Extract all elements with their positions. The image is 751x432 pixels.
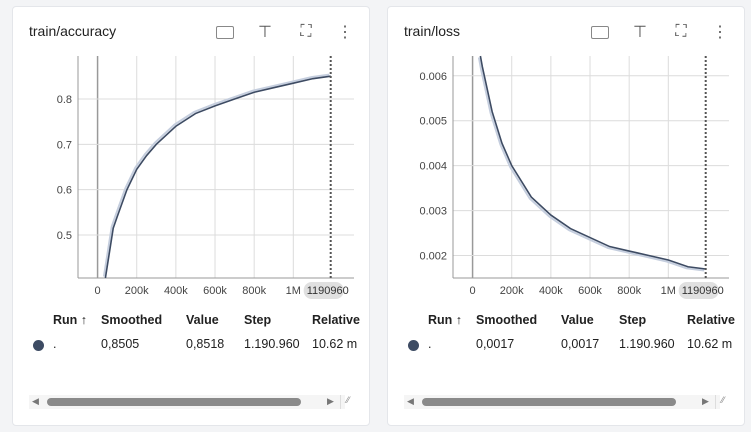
col-value[interactable]: Value — [186, 313, 219, 327]
col-smoothed[interactable]: Smoothed — [476, 313, 538, 327]
cell-relative: 10.62 m — [312, 337, 358, 351]
x-tick-label: 400k — [164, 285, 188, 297]
col-smoothed[interactable]: Smoothed — [101, 313, 163, 327]
x-tick-label: 1M — [661, 285, 676, 297]
x-tick-label: 1M — [286, 285, 301, 297]
col-run[interactable]: Run ↑ — [428, 313, 463, 327]
x-tick-label: 600k — [203, 285, 227, 297]
cell-run: . — [428, 337, 432, 351]
col-relative[interactable]: Relative — [687, 313, 735, 327]
scrollbar-thumb[interactable] — [422, 398, 676, 406]
horizontal-scrollbar[interactable]: ◀ ▶ — [404, 395, 720, 409]
run-color-dot — [33, 340, 44, 351]
more-vert-icon[interactable]: ⋮ — [337, 24, 353, 41]
y-tick-label: 0.005 — [419, 116, 447, 128]
pin-icon[interactable]: ⊤ — [258, 24, 272, 41]
scrollbar-thumb[interactable] — [47, 398, 301, 406]
col-value[interactable]: Value — [561, 313, 594, 327]
y-tick-label: 0.002 — [419, 251, 447, 263]
cell-step: 1.190.960 — [619, 337, 675, 351]
x-tick-label: 200k — [500, 285, 524, 297]
raw-series-line — [477, 57, 705, 272]
cell-value: 0,0017 — [561, 337, 600, 351]
step-cursor-label: 1190960 — [307, 285, 349, 297]
fit-domain-icon[interactable] — [214, 21, 236, 43]
cell-smoothed: 0,8505 — [101, 337, 140, 351]
horizontal-scrollbar[interactable]: ◀ ▶ — [29, 395, 345, 409]
resize-handle-icon[interactable]: ⁄⁄ — [715, 395, 730, 409]
fullscreen-icon[interactable]: ⛶ — [675, 23, 687, 40]
smoothed-series-line — [104, 75, 331, 279]
x-tick-label: 0 — [470, 285, 476, 297]
cell-run: . — [53, 337, 57, 351]
x-tick-label: 800k — [617, 285, 641, 297]
y-tick-label: 0.004 — [419, 161, 447, 173]
x-tick-label: 600k — [578, 285, 602, 297]
cell-value: 0,8518 — [186, 337, 225, 351]
y-tick-label: 0.006 — [419, 71, 447, 83]
col-relative[interactable]: Relative — [312, 313, 360, 327]
cell-relative: 10.62 m — [687, 337, 733, 351]
y-tick-label: 0.003 — [419, 206, 447, 218]
x-tick-label: 200k — [125, 285, 149, 297]
col-run[interactable]: Run ↑ — [53, 313, 88, 327]
y-tick-label: 0.8 — [57, 94, 72, 106]
smoothed-series-line — [479, 55, 706, 270]
more-vert-icon[interactable]: ⋮ — [712, 24, 728, 41]
x-tick-label: 400k — [539, 285, 563, 297]
step-cursor-badge — [678, 282, 719, 299]
step-cursor-label: 1190960 — [682, 285, 724, 297]
col-step[interactable]: Step — [619, 313, 647, 327]
cell-smoothed: 0,0017 — [476, 337, 515, 351]
cell-step: 1.190.960 — [244, 337, 300, 351]
y-tick-label: 0.6 — [57, 185, 72, 197]
card-title: train/loss — [404, 23, 461, 39]
step-cursor-badge — [303, 282, 344, 299]
fullscreen-icon[interactable]: ⛶ — [300, 23, 312, 40]
loss-chart[interactable]: 0 200k 400k 600k 800k 1M 0.002 0.003 0.004 0.005 0… — [388, 47, 744, 307]
scroll-right-icon[interactable]: ▶ — [702, 396, 709, 406]
accuracy-chart[interactable]: 0 200k 400k 600k 800k 1M 0.5 0.6 0.7 0.8 1190960 — [13, 47, 369, 307]
scroll-left-icon[interactable]: ◀ — [407, 396, 414, 406]
raw-series-line — [102, 73, 330, 277]
col-step[interactable]: Step — [244, 313, 272, 327]
y-tick-label: 0.5 — [57, 230, 72, 242]
scroll-left-icon[interactable]: ◀ — [32, 396, 39, 406]
fit-domain-icon[interactable] — [589, 21, 611, 43]
accuracy-card: train/accuracy ⊤ ⛶ ⋮ 0 200k 400k 600k 800k 1M… — [12, 6, 370, 426]
pin-icon[interactable]: ⊤ — [633, 24, 647, 41]
y-tick-label: 0.7 — [57, 139, 72, 151]
card-title: train/accuracy — [29, 23, 117, 39]
resize-handle-icon[interactable]: ⁄⁄ — [340, 395, 355, 409]
run-color-dot — [408, 340, 419, 351]
scroll-right-icon[interactable]: ▶ — [327, 396, 334, 406]
loss-card: train/loss ⊤ ⛶ ⋮ 0 200k 400k 600k 800k 1M 0.00… — [387, 6, 745, 426]
x-tick-label: 800k — [242, 285, 266, 297]
x-tick-label: 0 — [95, 285, 101, 297]
